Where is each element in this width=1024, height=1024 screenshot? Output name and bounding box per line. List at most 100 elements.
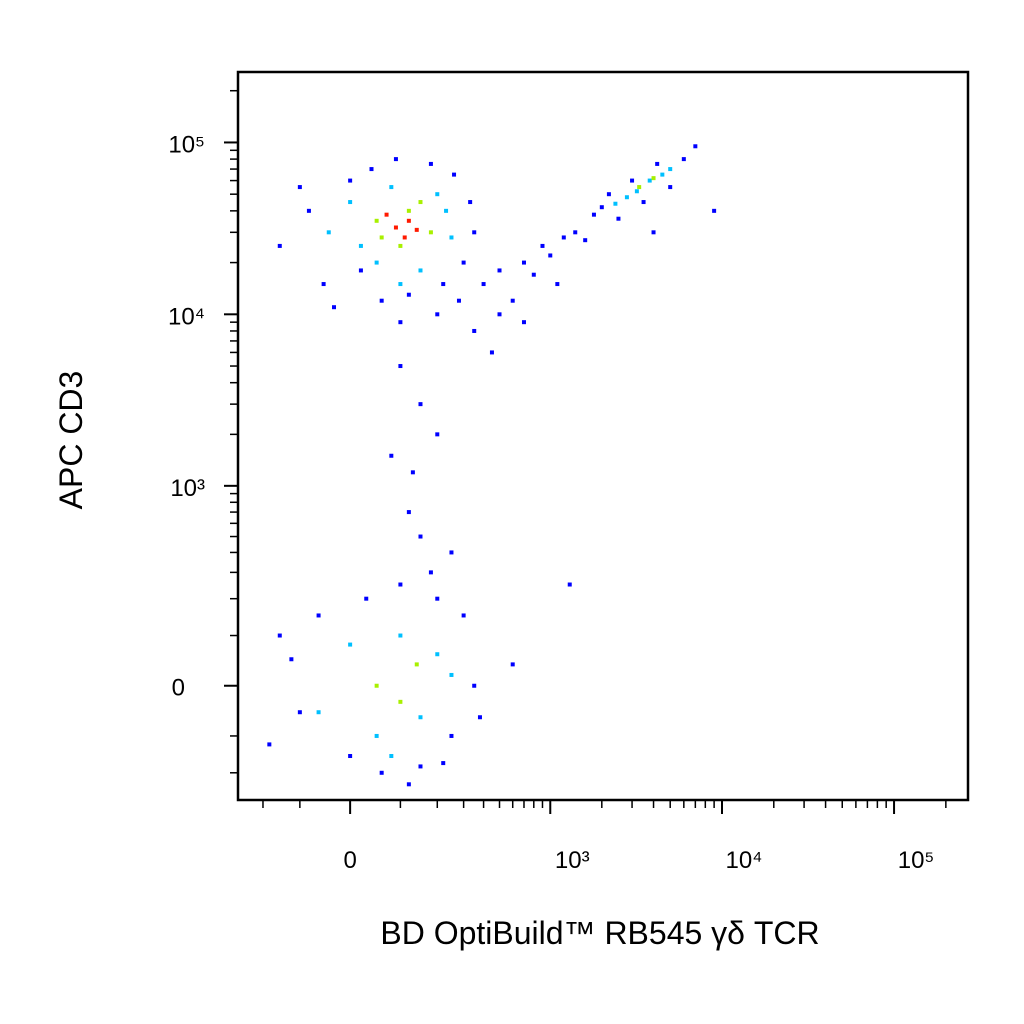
event-dot — [389, 453, 394, 458]
event-dot — [398, 243, 403, 248]
event-dot — [398, 282, 403, 287]
event-dot — [681, 157, 686, 162]
event-dot — [384, 212, 389, 217]
event-dot — [406, 782, 411, 787]
event-dot — [332, 305, 337, 310]
event-dot — [418, 200, 423, 205]
event-dot — [693, 144, 698, 149]
event-dot — [435, 312, 440, 317]
event-dot — [406, 218, 411, 223]
event-dot — [369, 167, 374, 172]
event-dot — [712, 208, 717, 213]
event-dot — [435, 652, 440, 657]
event-dot — [406, 510, 411, 515]
event-dot — [449, 672, 454, 677]
event-dot — [398, 699, 403, 704]
event-dot — [267, 742, 272, 747]
event-dot — [461, 613, 466, 618]
event-dot — [428, 161, 433, 166]
event-dot — [277, 633, 282, 638]
event-dot — [651, 176, 656, 181]
y-tick-label: 10³ — [170, 475, 205, 502]
event-dot — [489, 350, 494, 355]
event-dot — [497, 268, 502, 273]
event-dot — [641, 200, 646, 205]
event-dot — [393, 157, 398, 162]
event-dot — [606, 192, 611, 197]
event-dot — [449, 550, 454, 555]
event-dot — [510, 662, 515, 667]
event-dot — [379, 770, 384, 775]
event-dot — [630, 178, 635, 183]
y-axis-title: APC CD3 — [53, 371, 89, 510]
event-dot — [613, 201, 618, 206]
y-tick-label: 0 — [172, 675, 185, 702]
event-dot — [418, 268, 423, 273]
event-dot — [461, 260, 466, 265]
event-dot — [435, 432, 440, 437]
event-dot — [561, 235, 566, 240]
event-dot — [389, 754, 394, 759]
event-dot — [306, 208, 311, 213]
event-dot — [398, 320, 403, 325]
event-dot — [510, 298, 515, 303]
event-dot — [567, 582, 572, 587]
event-dot — [668, 185, 673, 190]
event-dot — [468, 200, 473, 205]
event-dot — [398, 364, 403, 369]
event-dot — [583, 238, 588, 243]
event-dot — [452, 172, 457, 177]
event-dot — [398, 582, 403, 587]
event-dot — [297, 710, 302, 715]
event-dot — [418, 402, 423, 407]
event-dot — [637, 185, 642, 190]
event-dot — [472, 230, 477, 235]
event-dot — [389, 185, 394, 190]
event-dot — [348, 200, 353, 205]
event-dot — [444, 208, 449, 213]
event-dot — [441, 761, 446, 766]
event-dot — [402, 235, 407, 240]
event-dot — [289, 657, 294, 662]
event-dot — [374, 683, 379, 688]
event-dot — [348, 178, 353, 183]
event-dot — [477, 715, 482, 720]
event-dot — [428, 230, 433, 235]
event-dot — [651, 230, 656, 235]
event-dot — [655, 161, 660, 166]
event-dot — [521, 260, 526, 265]
event-dot — [472, 328, 477, 333]
plot-frame — [236, 70, 970, 802]
event-dot — [616, 216, 621, 221]
event-dot — [449, 235, 454, 240]
event-dot — [456, 298, 461, 303]
event-dot — [414, 662, 419, 667]
event-dot — [668, 167, 673, 172]
event-dot — [449, 733, 454, 738]
event-dot — [316, 710, 321, 715]
event-dot — [624, 195, 629, 200]
event-dot — [277, 243, 282, 248]
event-dot — [647, 178, 652, 183]
event-dot — [398, 633, 403, 638]
event-dot — [393, 225, 398, 230]
event-dot — [497, 312, 502, 317]
event-dot — [573, 230, 578, 235]
x-tick-label: 10⁴ — [725, 847, 762, 874]
event-dot — [297, 185, 302, 190]
event-dot — [364, 596, 369, 601]
event-dot — [435, 192, 440, 197]
event-dot — [418, 764, 423, 769]
event-dot — [326, 230, 331, 235]
event-dot — [472, 683, 477, 688]
event-dot — [374, 260, 379, 265]
event-dot — [521, 320, 526, 325]
event-dot — [531, 272, 536, 277]
event-dot — [406, 208, 411, 213]
event-dot — [379, 298, 384, 303]
event-dot — [435, 596, 440, 601]
event-dot — [374, 733, 379, 738]
event-dot — [481, 282, 486, 287]
event-dot — [418, 534, 423, 539]
